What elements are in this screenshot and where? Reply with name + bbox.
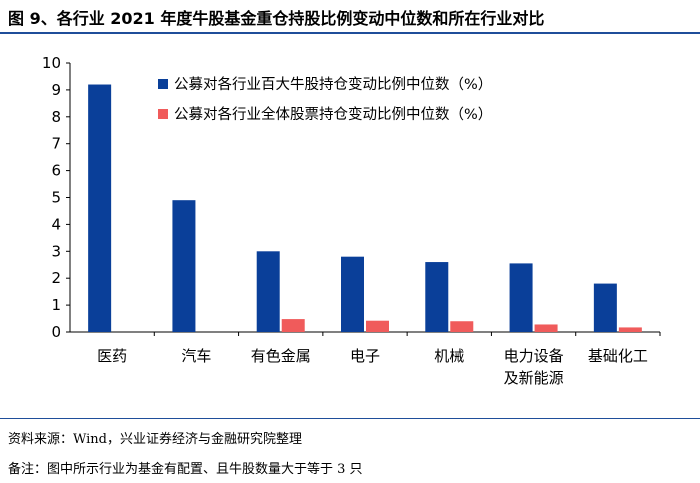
bar-series-1 [341,256,364,332]
x-tick-label: 汽车 [181,347,211,365]
bar-series-2 [281,319,305,332]
y-tick-label: 6 [51,162,61,180]
y-tick-label: 2 [51,269,61,287]
x-tick-label: 基础化工 [588,347,648,365]
bar-series-1 [593,283,617,332]
y-tick-label: 7 [51,135,61,153]
legend-swatch [158,79,168,89]
x-tick-label: 电力设备 [504,347,564,365]
bar-series-2 [366,320,389,332]
y-tick-label: 9 [51,81,61,99]
y-tick-label: 5 [51,189,61,207]
bar-series-1 [425,262,449,332]
legend-label: 公募对各行业百大牛股持仓变动比例中位数（%） [174,76,492,93]
x-tick-label: 医药 [97,347,127,365]
title-divider [0,32,700,34]
footer-divider [0,418,700,419]
bar-series-2 [534,324,558,332]
title-bar: 图 9、各行业 2021 年度牛股基金重仓持股比例变动中位数和所在行业对比 [0,0,700,30]
y-tick-label: 4 [51,215,61,233]
bar-series-1 [88,84,112,332]
y-tick-label: 8 [51,108,61,126]
chart-axes: 0 1 2 3 4 5 6 7 8 9 10 [42,54,661,341]
bar-series-1 [256,251,280,332]
source-note: 资料来源：Wind，兴业证券经济与金融研究院整理 [8,432,302,447]
chart-bars [88,84,642,332]
x-tick-label: 电子 [350,347,380,365]
y-tick-label: 3 [51,242,61,260]
bar-series-1 [509,263,533,332]
chart-legend: 公募对各行业百大牛股持仓变动比例中位数（%） 公募对各行业全体股票持仓变动比例中位… [158,76,492,123]
bar-series-1 [172,200,196,332]
x-tick-label: 有色金属 [251,347,311,365]
remark-note: 备注：图中所示行业为基金有配置、且牛股数量大于等于 3 只 [8,462,363,477]
bar-series-2 [450,321,474,332]
x-tick-label: 及新能源 [504,369,564,387]
y-tick-label: 0 [51,323,61,341]
x-tick-label: 机械 [434,347,464,365]
legend-label: 公募对各行业全体股票持仓变动比例中位数（%） [174,105,492,123]
y-tick-label: 1 [51,296,61,314]
bar-series-2 [618,327,642,332]
figure-title: 图 9、各行业 2021 年度牛股基金重仓持股比例变动中位数和所在行业对比 [8,9,545,28]
legend-swatch [158,109,168,119]
y-tick-label: 10 [42,54,61,72]
